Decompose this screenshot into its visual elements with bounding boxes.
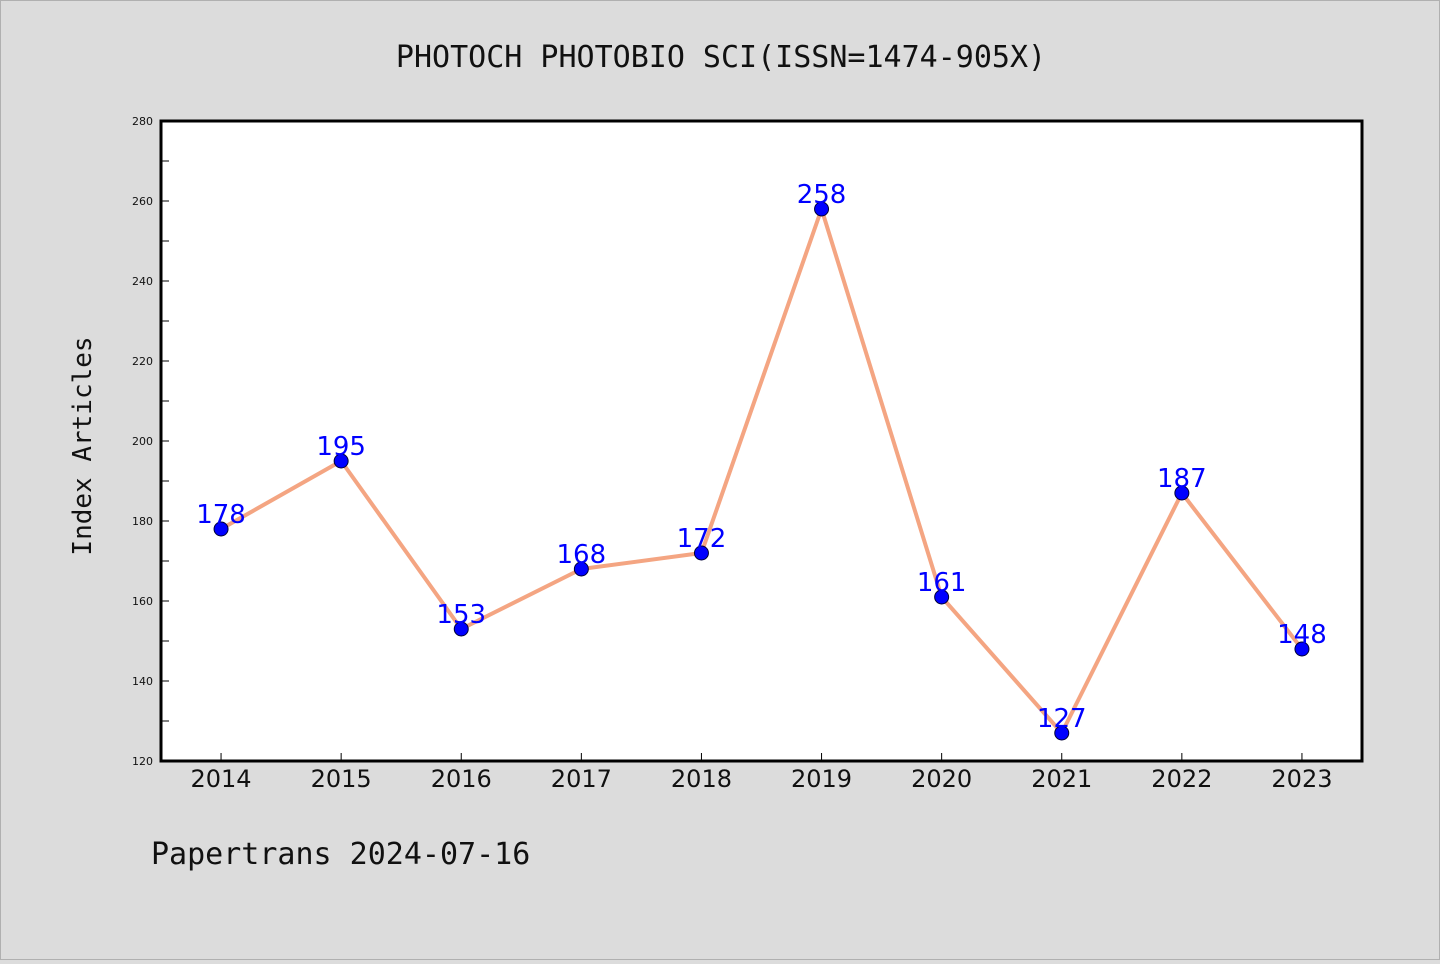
data-point	[573, 561, 589, 577]
footer-source-date: Papertrans 2024-07-16	[151, 837, 530, 872]
data-point	[1174, 485, 1190, 501]
data-label: 187	[1157, 464, 1207, 494]
data-point	[213, 521, 229, 537]
x-tick-label: 2021	[1031, 765, 1092, 793]
data-label: 195	[316, 432, 366, 462]
x-tick-label: 2017	[551, 765, 612, 793]
data-label-layer: 178 195 153 168 172 258 161 127 187 148	[196, 180, 1327, 734]
x-tick-label: 2023	[1271, 765, 1332, 793]
data-label: 148	[1277, 620, 1327, 650]
data-label: 168	[557, 540, 607, 570]
y-tick-label: 240	[132, 275, 153, 288]
data-label: 178	[196, 500, 246, 530]
data-label: 153	[436, 600, 486, 630]
x-tick-label: 2016	[431, 765, 492, 793]
y-tick-label: 140	[132, 675, 153, 688]
y-tick-label: 220	[132, 355, 153, 368]
data-point	[814, 201, 830, 217]
data-point	[1294, 641, 1310, 657]
x-tick-label: 2014	[191, 765, 252, 793]
y-axis-ticks: 120 140 160 180 200 220 240 260 280	[132, 115, 169, 768]
data-point	[934, 589, 950, 605]
y-tick-label: 180	[132, 515, 153, 528]
y-axis-label: Index Articles	[68, 336, 98, 555]
data-point	[333, 453, 349, 469]
series-line	[219, 207, 1304, 735]
y-tick-label: 280	[132, 115, 153, 128]
x-tick-label: 2019	[791, 765, 852, 793]
data-label: 172	[677, 524, 727, 554]
data-label: 127	[1037, 704, 1087, 734]
data-label: 161	[917, 568, 967, 598]
series-layer	[213, 201, 1310, 741]
data-label: 258	[797, 180, 847, 210]
data-point	[693, 545, 709, 561]
data-point	[1054, 725, 1070, 741]
x-axis-ticks: 2014 2015 2016 2017 2018 2019 2020 2021 2022 2023	[191, 753, 1332, 793]
x-tick-label: 2015	[311, 765, 372, 793]
x-tick-label: 2020	[911, 765, 972, 793]
data-point	[453, 621, 469, 637]
y-tick-label: 260	[132, 195, 153, 208]
y-tick-label: 160	[132, 595, 153, 608]
y-tick-label: 120	[132, 755, 153, 768]
x-tick-label: 2022	[1151, 765, 1212, 793]
y-tick-label: 200	[132, 435, 153, 448]
x-tick-label: 2018	[671, 765, 732, 793]
chart-title: PHOTOCH PHOTOBIO SCI(ISSN=1474-905X)	[396, 40, 1046, 75]
plot-area	[159, 119, 1364, 763]
